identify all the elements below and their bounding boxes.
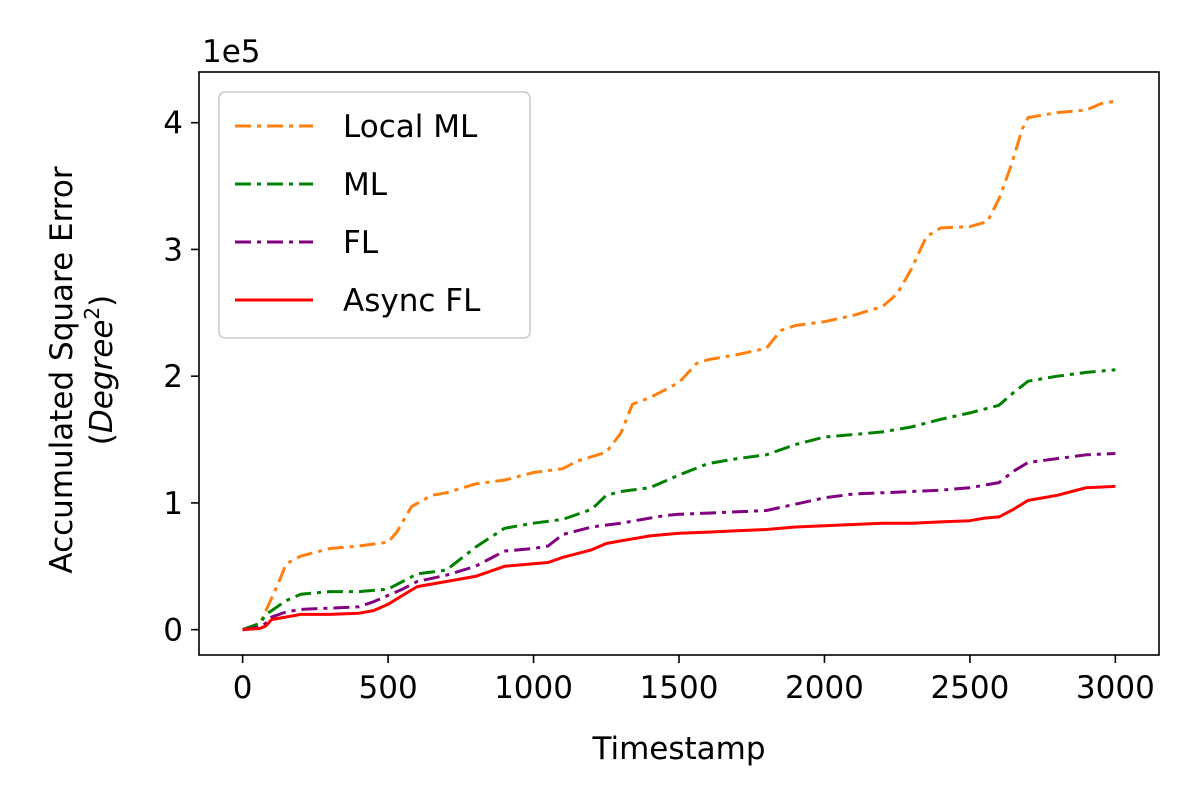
y-axis-label-unit: (Degree2): [80, 295, 120, 445]
x-tick-label: 1500: [640, 670, 719, 706]
y-axis-ticks: 0 1 2 3 4: [163, 106, 199, 649]
x-axis-label: Timestamp: [591, 731, 765, 767]
legend: Local ML ML FL Async FL: [218, 91, 531, 339]
legend-label: Local ML: [343, 109, 478, 145]
legend-box: [218, 91, 531, 339]
x-tick-label: 500: [359, 670, 418, 706]
y-tick-label: 4: [163, 106, 183, 142]
series-line-2: [242, 452, 1116, 632]
x-tick-label: 1000: [494, 670, 573, 706]
x-tick-label: 3000: [1076, 670, 1155, 706]
y-tick-label: 2: [163, 359, 183, 395]
y-axis-unit-exponent: 2: [80, 307, 104, 320]
series-line-1: [242, 368, 1116, 632]
x-tick-label: 2500: [930, 670, 1009, 706]
y-axis-label-text: Accumulated Square Error: [44, 166, 80, 573]
y-tick-label: 0: [163, 613, 183, 649]
legend-label: ML: [343, 167, 388, 203]
series-layer: [242, 99, 1116, 632]
y-axis-label: Accumulated Square Error (Degree2): [44, 166, 120, 573]
y-tick-label: 3: [163, 232, 183, 268]
legend-label: Async FL: [343, 283, 481, 319]
y-axis-unit-base: Degree: [84, 320, 120, 434]
y-offset-text: 1e5: [202, 34, 261, 70]
x-axis-ticks: 0 500 1000 1500 2000 2500 3000: [233, 655, 1155, 706]
series-line-0: [242, 99, 1116, 632]
legend-label: FL: [343, 225, 379, 261]
x-tick-label: 0: [233, 670, 253, 706]
x-tick-label: 2000: [785, 670, 864, 706]
series-line-3: [242, 484, 1116, 632]
y-tick-label: 1: [163, 486, 183, 522]
